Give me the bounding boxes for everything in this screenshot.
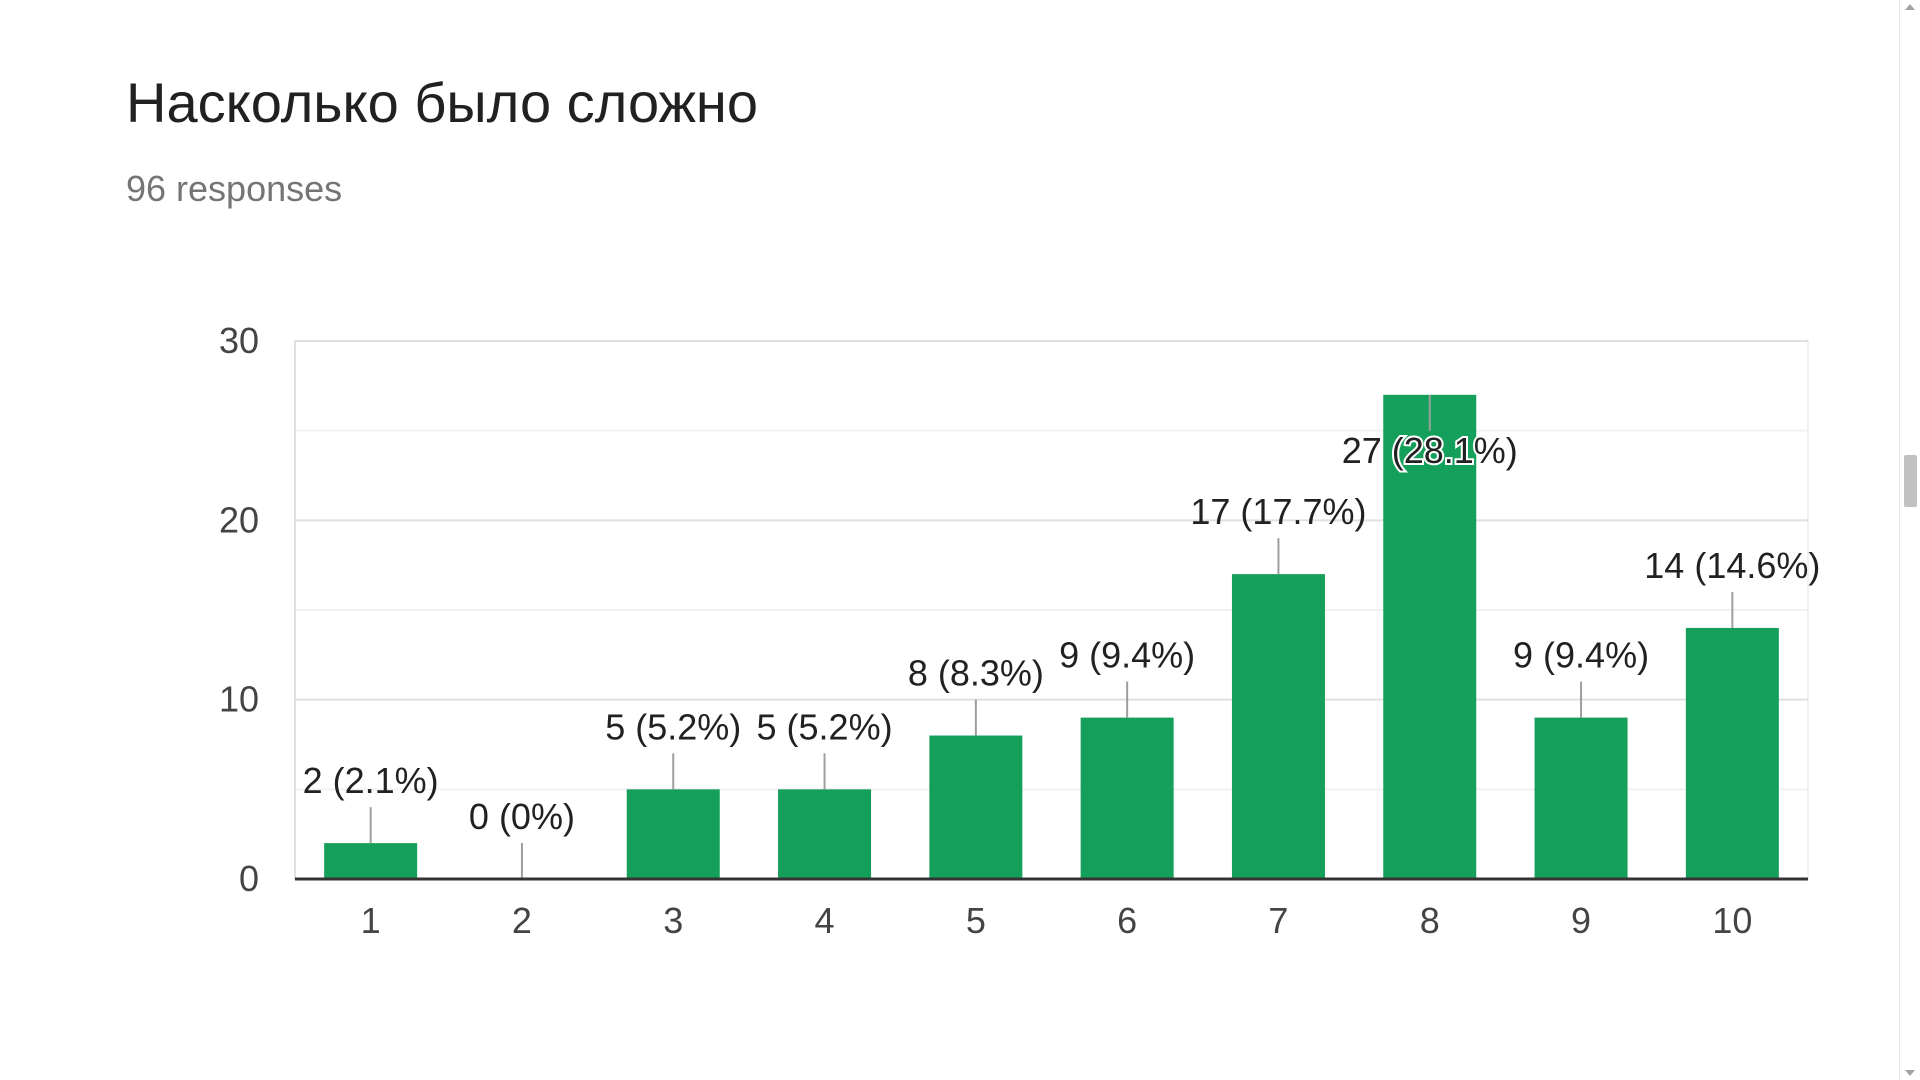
data-label: 0 (0%) [469,796,575,837]
x-tick-label: 8 [1420,900,1440,941]
x-tick-label: 3 [663,900,683,941]
x-tick-label: 6 [1117,900,1137,941]
scroll-thumb[interactable] [1904,455,1917,507]
data-label: 5 (5.2%) [605,706,741,747]
data-label: 2 (2.1%) [303,760,439,801]
x-tick-label: 2 [512,900,532,941]
bar [1534,717,1628,879]
bar [1383,394,1477,879]
x-tick-label: 4 [815,900,835,941]
y-tick-label: 0 [239,858,259,899]
data-label: 14 (14.6%) [1644,545,1820,586]
bar [778,789,872,879]
bar [1080,717,1174,879]
data-label: 9 (9.4%) [1059,635,1195,676]
bar [626,789,720,879]
x-tick-label: 1 [361,900,381,941]
x-tick-label: 9 [1571,900,1591,941]
bar [324,843,418,879]
scroll-down-icon[interactable] [1905,1070,1915,1076]
scroll-up-icon[interactable] [1905,4,1915,10]
bar [1231,574,1325,879]
x-tick-label: 7 [1268,900,1288,941]
vertical-scrollbar[interactable] [1899,0,1920,1080]
data-label: 9 (9.4%) [1513,635,1649,676]
x-tick-label: 10 [1712,900,1752,941]
bar [929,735,1023,879]
data-label: 8 (8.3%) [908,653,1044,694]
y-tick-label: 20 [219,499,259,540]
y-tick-label: 10 [219,679,259,720]
chart-title: Насколько было сложно [126,71,758,134]
x-tick-label: 5 [966,900,986,941]
data-label: 17 (17.7%) [1190,491,1366,532]
y-tick-label: 30 [219,320,259,361]
response-count: 96 responses [126,168,343,209]
bar [1685,627,1779,879]
data-label: 27 (28.1%) [1342,430,1518,471]
data-label: 5 (5.2%) [757,706,893,747]
